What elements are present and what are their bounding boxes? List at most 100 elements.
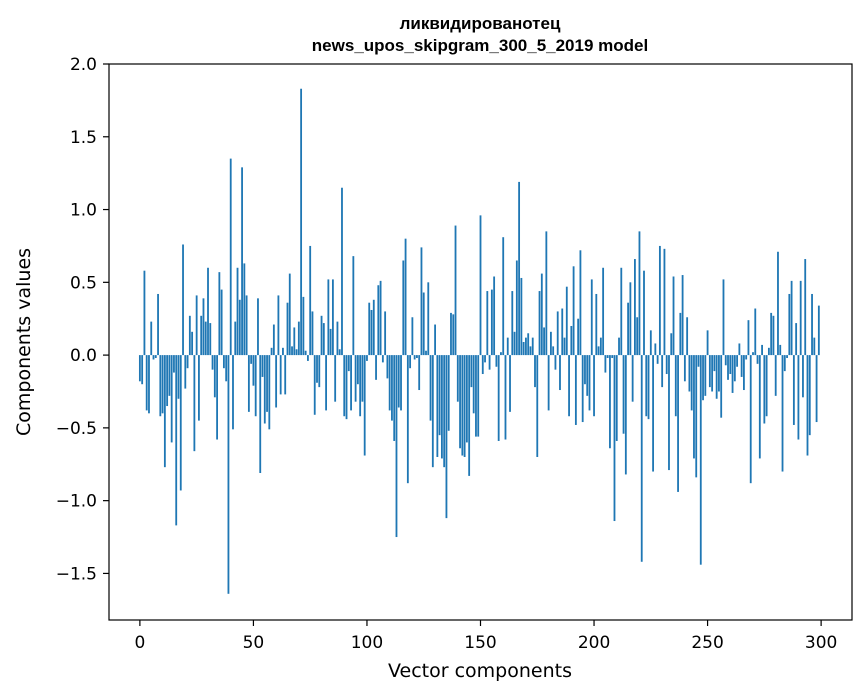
bar (488, 355, 491, 370)
bar (404, 238, 407, 356)
y-tick-label: −1.0 (56, 492, 97, 512)
bar (484, 355, 486, 363)
bar (611, 355, 614, 359)
bar (515, 260, 518, 356)
bar (350, 355, 352, 411)
bar (543, 327, 545, 356)
x-tick-label: 50 (243, 633, 265, 653)
bar (540, 273, 543, 356)
bar (504, 355, 507, 440)
bar (297, 321, 300, 356)
bar (522, 342, 525, 356)
bar (808, 355, 811, 436)
bar (168, 355, 171, 396)
bar (284, 355, 287, 395)
bar (395, 355, 398, 538)
bar (211, 355, 214, 370)
bar (366, 355, 368, 361)
bar (302, 296, 305, 356)
bar (720, 355, 723, 418)
bar (813, 337, 816, 356)
bar (422, 292, 425, 356)
bar (731, 355, 734, 393)
bar (779, 344, 782, 356)
bar (216, 355, 218, 440)
bar (352, 256, 355, 356)
bar (270, 347, 273, 356)
bar (470, 355, 473, 388)
bar (345, 355, 348, 420)
bar (293, 327, 296, 356)
bar (241, 167, 243, 356)
bar (361, 355, 364, 402)
y-tick-label: 2.0 (70, 55, 97, 75)
bar (316, 355, 318, 383)
bar (263, 355, 266, 424)
bar (518, 181, 521, 356)
y-tick-label: 0.5 (70, 273, 97, 293)
bar (767, 347, 770, 356)
bar (668, 355, 670, 471)
bar (559, 355, 561, 391)
bar (708, 355, 711, 388)
bar (418, 355, 421, 391)
bar (334, 355, 337, 402)
bar (602, 267, 605, 356)
bar (207, 267, 209, 356)
bar (740, 355, 743, 377)
bar (309, 245, 312, 356)
bar (761, 344, 763, 356)
bar (222, 355, 225, 369)
bar (638, 231, 641, 356)
bar (456, 355, 459, 402)
bar (291, 346, 293, 356)
bar (711, 355, 714, 392)
bar (704, 355, 707, 396)
bar (656, 355, 659, 364)
bar (765, 355, 768, 417)
bar (649, 330, 652, 356)
bar (329, 328, 332, 356)
bar (631, 355, 634, 402)
bar (261, 355, 264, 377)
bar (613, 355, 616, 522)
bar (406, 355, 409, 484)
x-tick-label: 100 (351, 633, 383, 653)
bar (152, 355, 155, 360)
bar (475, 355, 477, 437)
x-tick-label: 250 (691, 633, 723, 653)
bar (257, 298, 259, 356)
bar (343, 355, 346, 417)
bar (209, 323, 212, 356)
bar (477, 355, 480, 437)
bar (525, 337, 527, 356)
bar (341, 187, 343, 356)
x-tick-label: 300 (805, 633, 837, 653)
bar (722, 279, 725, 356)
bar (661, 355, 664, 388)
bar (254, 355, 257, 417)
bar (450, 312, 452, 356)
bar (672, 276, 675, 356)
bar (702, 355, 704, 401)
bar (772, 315, 775, 356)
bar (318, 355, 321, 388)
bar (411, 317, 414, 356)
bar (520, 277, 523, 356)
bar (397, 355, 400, 408)
bar (586, 355, 589, 396)
bar (777, 251, 779, 356)
bar (497, 355, 500, 441)
bar (370, 309, 373, 356)
bar (472, 355, 475, 414)
bar (400, 355, 402, 411)
bar (300, 88, 303, 356)
bar (747, 320, 750, 356)
bar (141, 355, 144, 385)
bar (409, 355, 412, 369)
bar (420, 247, 423, 356)
bar (579, 250, 582, 356)
bar (377, 285, 380, 356)
x-tick-label: 200 (578, 633, 610, 653)
bar (749, 355, 752, 484)
